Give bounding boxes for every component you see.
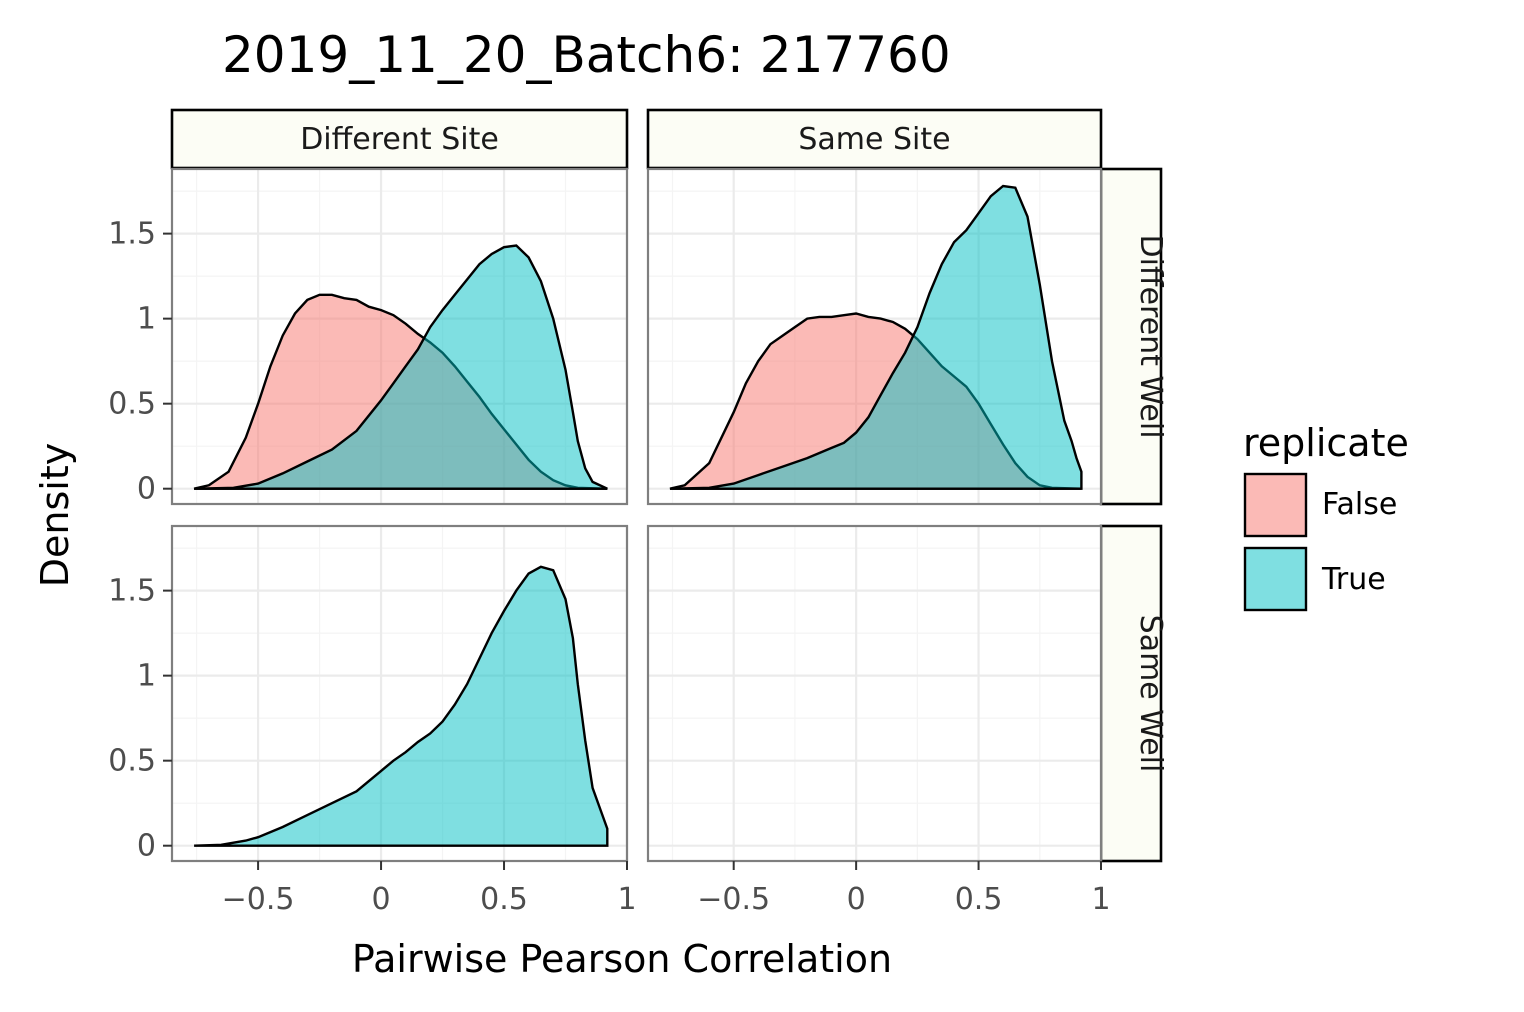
panels: Different Site Same Site Different Well Sam… [108, 108, 1168, 917]
x-tick-label: −0.5 [222, 882, 295, 917]
facet-label-different-site: Different Site [300, 122, 499, 157]
legend-label-true: True [1321, 562, 1386, 597]
density-true [669, 184, 1083, 490]
legend: replicate False True [1243, 421, 1409, 612]
facet-label-different-well: Different Well [1133, 234, 1168, 438]
panel-same-site-same-well [646, 524, 1103, 863]
panel-same-site-different-well [646, 167, 1103, 506]
panel-border [646, 167, 1103, 506]
x-tick-label: 1 [617, 882, 636, 917]
facet-strip-different-site [170, 108, 629, 170]
x-tick-label: 0 [372, 882, 391, 917]
y-tick-label: 1.5 [108, 217, 156, 252]
density-true [194, 244, 608, 490]
x-tick-label: 0 [847, 882, 866, 917]
y-tick-label: 0.5 [108, 744, 156, 779]
y-axis-title: Density [33, 443, 77, 587]
panel-border [646, 524, 1103, 863]
panel-different-site-different-well [170, 167, 629, 506]
chart-title: 2019_11_20_Batch6: 217760 [222, 26, 951, 84]
legend-label-false: False [1322, 487, 1397, 522]
legend-key-true [1243, 546, 1308, 612]
facet-label-same-well: Same Well [1133, 615, 1168, 773]
x-tick-label: −0.5 [697, 882, 770, 917]
panel-different-site-same-well [170, 524, 629, 863]
y-tick-label: 1.5 [108, 574, 156, 609]
legend-key-false [1243, 472, 1308, 538]
panel-background [648, 526, 1101, 861]
y-tick-label: 0 [137, 472, 156, 507]
panel-border [170, 167, 629, 506]
x-tick-label: 1 [1091, 882, 1110, 917]
x-tick-label: 0.5 [955, 882, 1003, 917]
y-tick-label: 0.5 [108, 387, 156, 422]
x-axis-title: Pairwise Pearson Correlation [352, 937, 892, 981]
facet-strip-different-well [1099, 167, 1163, 506]
facet-label-same-site: Same Site [798, 122, 950, 157]
panel-border [170, 524, 629, 863]
y-tick-label: 1 [137, 659, 156, 694]
y-tick-label: 0 [137, 829, 156, 864]
legend-title: replicate [1243, 421, 1409, 465]
facet-strip-same-well [1099, 524, 1163, 863]
y-tick-label: 1 [137, 302, 156, 337]
density-true [194, 565, 609, 847]
facet-strip-same-site [646, 108, 1103, 170]
x-tick-label: 0.5 [480, 882, 528, 917]
